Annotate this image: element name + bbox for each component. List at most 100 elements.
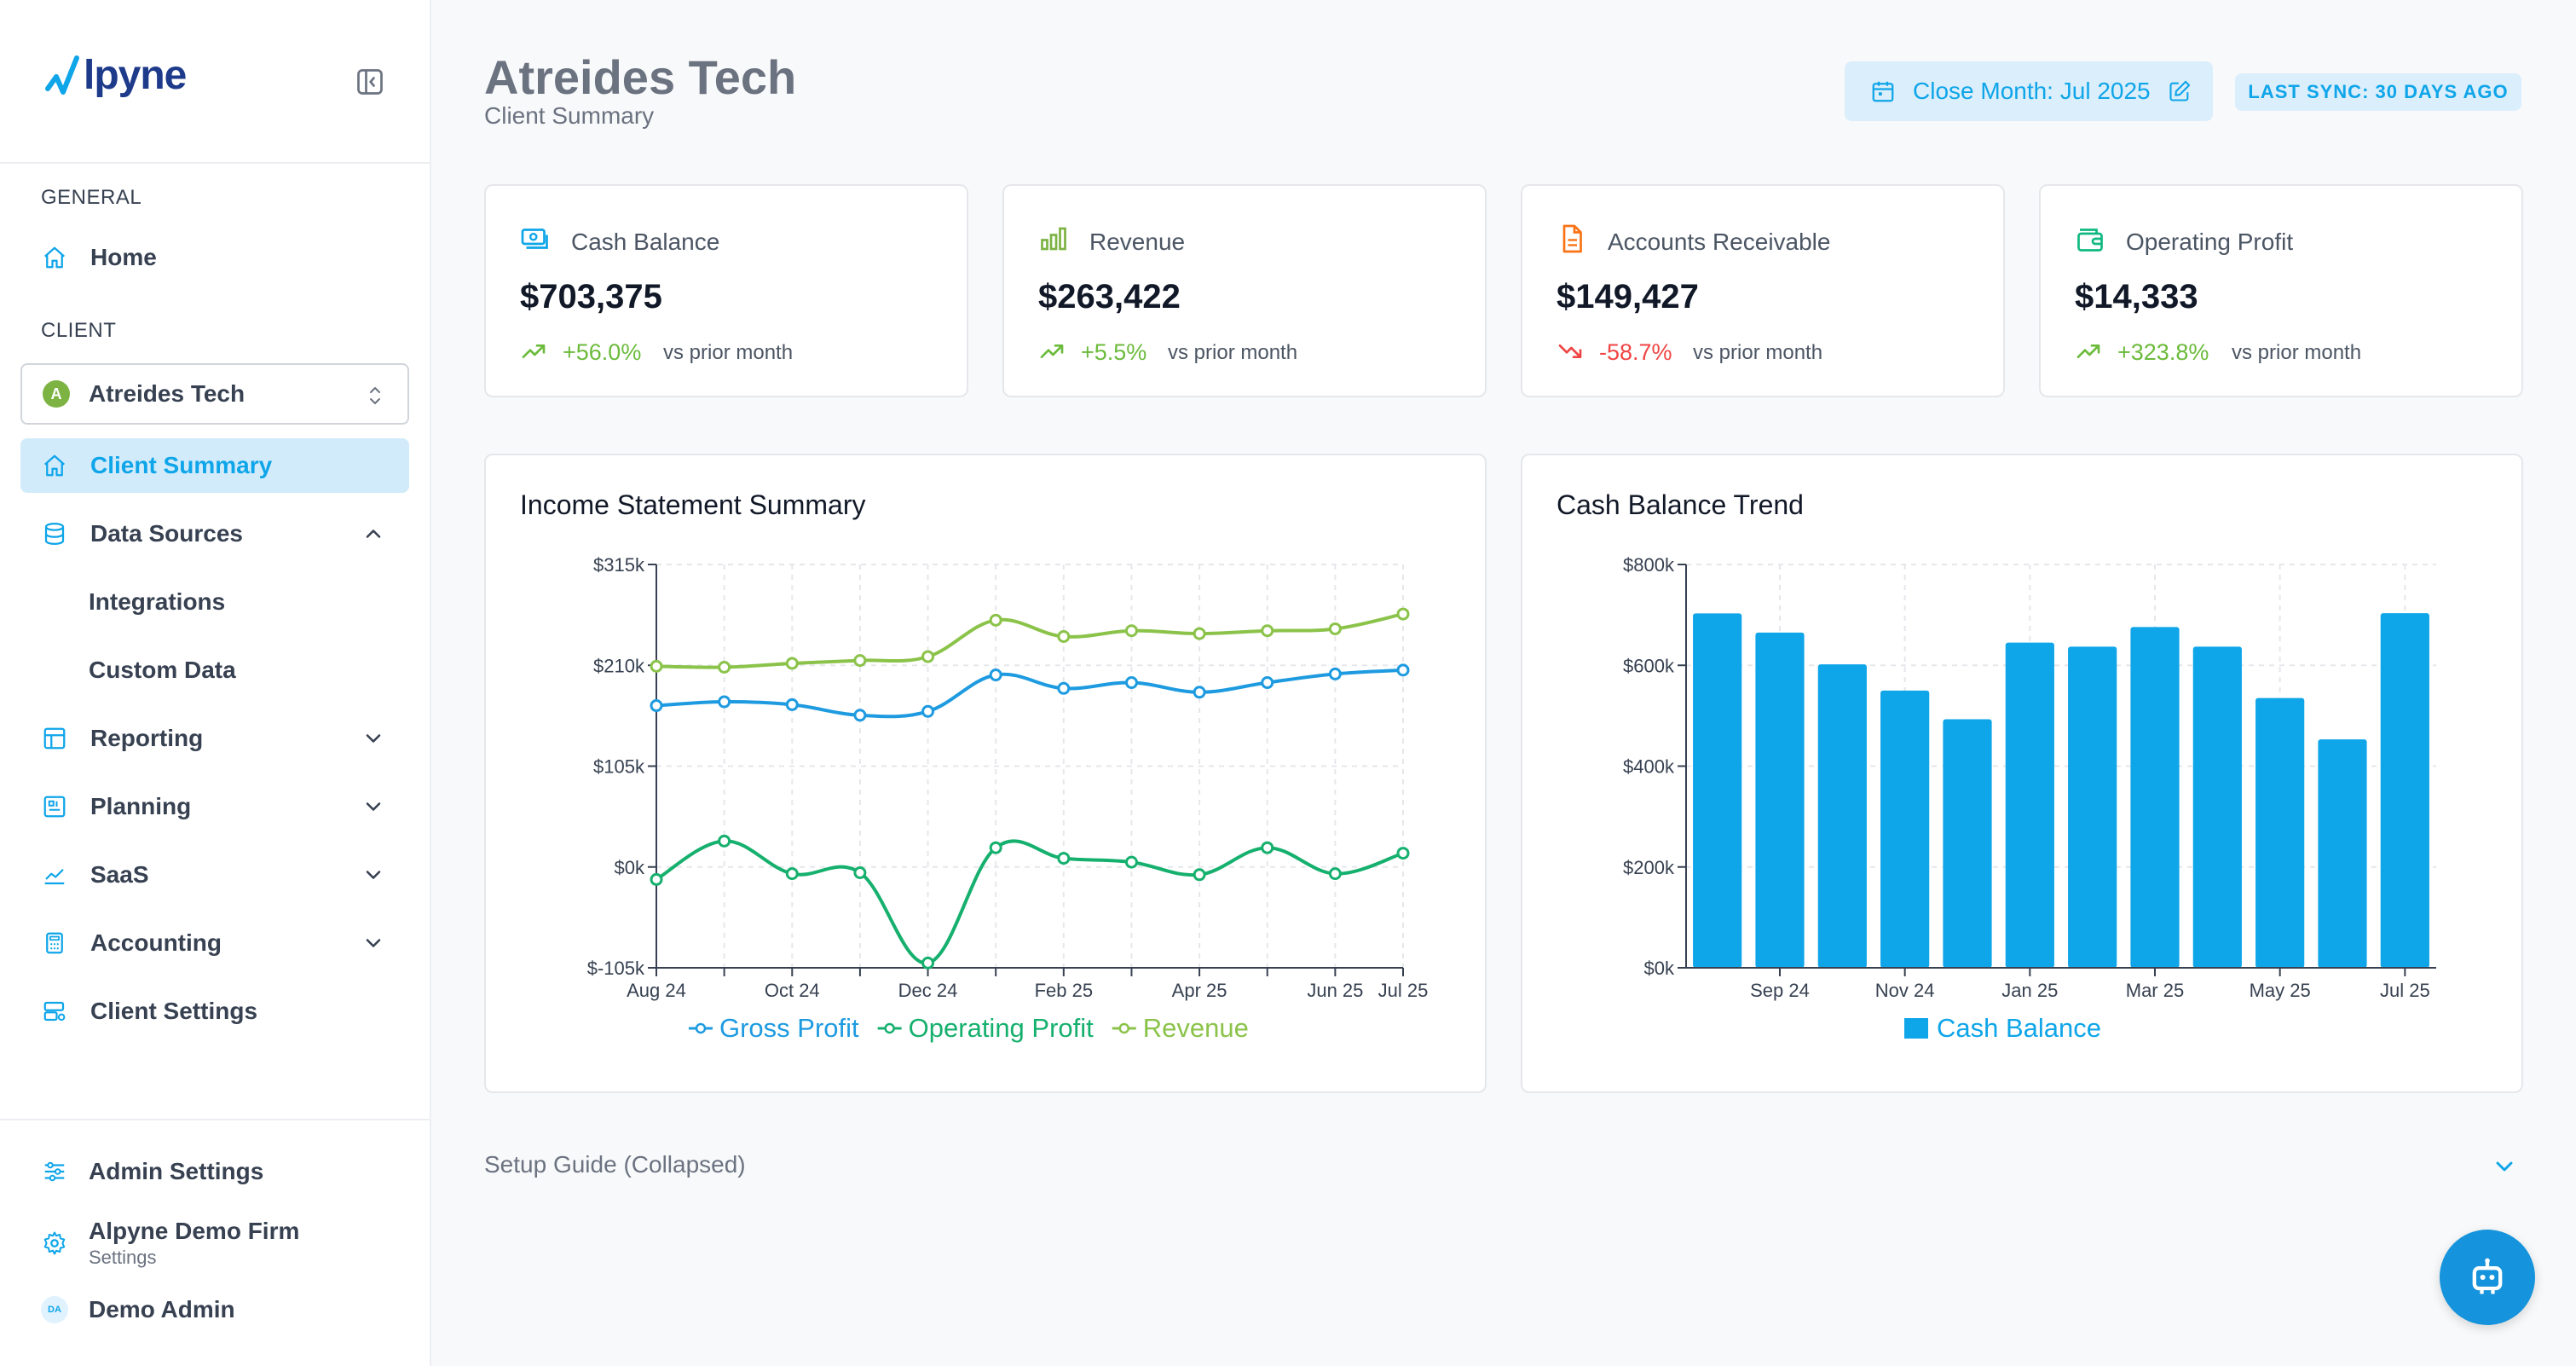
sidebar-item-accounting[interactable]: Accounting <box>20 916 409 970</box>
data-point-operating-profit <box>989 841 1002 854</box>
kpi-change: +56.0% <box>563 339 642 365</box>
sidebar-item-data-sources[interactable]: Data Sources <box>20 506 409 561</box>
sliders-icon <box>41 1158 68 1185</box>
collapse-sidebar-icon[interactable] <box>355 67 385 97</box>
y-tick-label: $400k <box>1623 756 1675 778</box>
chevron-down-icon[interactable] <box>2491 1153 2518 1180</box>
sidebar-item-planning[interactable]: Planning <box>20 779 409 834</box>
data-point-revenue <box>1396 607 1410 621</box>
data-point-revenue <box>989 613 1002 627</box>
bar-cash-balance <box>2380 613 2429 968</box>
sidebar-item-client-settings[interactable]: Client Settings <box>20 984 409 1039</box>
cash-balance-chart: $800k $600k $400k $200k $0k Sep 24 Nov 24 Jan 2… <box>1623 554 2436 1043</box>
database-icon <box>41 520 68 547</box>
kpi-card-cash-balance: Cash Balance $703,375 +56.0% vs prior mo… <box>484 184 968 397</box>
x-tick-label: Sep 24 <box>1750 980 1810 1001</box>
bar-cash-balance <box>1693 613 1742 968</box>
data-point-gross-profit <box>1328 667 1342 680</box>
client-select[interactable]: A Atreides Tech <box>20 363 409 425</box>
sidebar-item-firm-settings[interactable]: Alpyne Demo Firm Settings <box>41 1218 299 1269</box>
y-tick-label: $-105k <box>587 958 645 979</box>
kpi-label: Revenue <box>1089 229 1186 255</box>
home-icon <box>41 452 68 479</box>
bar-cash-balance <box>1817 664 1867 968</box>
chevron-up-down-icon <box>370 387 380 404</box>
logo[interactable]: lpyne <box>44 51 187 99</box>
sidebar-item-reporting[interactable]: Reporting <box>20 711 409 766</box>
client-settings-icon <box>41 998 68 1025</box>
home-icon <box>41 244 68 271</box>
trend-down-icon <box>1558 344 1582 358</box>
y-tick-label: $0k <box>1644 958 1675 979</box>
sidebar-item-admin-settings[interactable]: Admin Settings <box>41 1158 263 1185</box>
data-point-revenue <box>650 659 663 673</box>
client-avatar: A <box>43 380 70 408</box>
page-subtitle: Client Summary <box>484 102 655 129</box>
sidebar-item-label: Home <box>90 244 157 270</box>
data-point-gross-profit <box>1124 676 1138 690</box>
sidebar-item-saas[interactable]: SaaS <box>20 848 409 902</box>
bar-cash-balance <box>2005 642 2054 968</box>
x-tick-label: Nov 24 <box>1875 980 1935 1001</box>
data-point-revenue <box>921 650 935 663</box>
page-title: Atreides Tech <box>484 50 797 104</box>
chevron-down-icon <box>366 734 381 743</box>
chart-title: Cash Balance Trend <box>1557 489 1804 520</box>
bar-cash-balance <box>2318 739 2367 968</box>
data-point-gross-profit <box>1396 663 1410 677</box>
data-point-revenue <box>1328 622 1342 635</box>
bar-cash-balance <box>1755 632 1805 968</box>
bar-cash-balance <box>2255 697 2305 968</box>
user-name: Demo Admin <box>89 1296 235 1323</box>
data-point-revenue <box>785 657 799 670</box>
data-point-gross-profit <box>853 709 867 722</box>
chevron-down-icon <box>366 871 381 879</box>
data-point-operating-profit <box>1396 847 1410 860</box>
income-statement-panel: Income Statement Summary $315k $210k $105k… <box>484 454 1487 1093</box>
x-tick-label: Feb 25 <box>1035 980 1094 1001</box>
avatar: DA <box>41 1296 68 1323</box>
y-tick-label: $800k <box>1623 554 1675 576</box>
data-point-revenue <box>1261 624 1274 638</box>
sidebar-item-label: Accounting <box>90 929 222 956</box>
series-line-gross-profit <box>656 668 1404 719</box>
kpi-label: Cash Balance <box>571 229 720 255</box>
cash-balance-panel: Cash Balance Trend $800k $600k $400k $200k $… <box>1521 454 2523 1093</box>
assistant-bot-button[interactable] <box>2440 1230 2535 1325</box>
kpi-value: $14,333 <box>2075 278 2198 315</box>
kpi-label: Accounts Receivable <box>1608 229 1831 255</box>
chevron-up-icon <box>366 530 381 538</box>
x-tick-label: Aug 24 <box>627 980 686 1001</box>
wallet-icon <box>2077 229 2103 252</box>
close-month-button[interactable]: Close Month: Jul 2025 <box>1845 61 2213 121</box>
sidebar-item-label: Client Summary <box>90 452 273 478</box>
document-icon <box>1562 224 1582 253</box>
sidebar-item-label: Planning <box>90 793 192 819</box>
data-point-operating-profit <box>1193 868 1206 882</box>
sidebar-item-client-summary[interactable]: Client Summary <box>20 438 409 493</box>
y-tick-label: $105k <box>593 756 645 778</box>
trend-up-icon <box>522 344 546 358</box>
kpi-value: $149,427 <box>1557 278 1699 315</box>
firm-name: Alpyne Demo Firm <box>89 1218 300 1244</box>
sidebar-item-custom-data[interactable]: Custom Data <box>89 657 236 683</box>
calendar-icon <box>1872 81 1894 102</box>
kpi-vs-label: vs prior month <box>1693 341 1823 364</box>
logo-text: lpyne <box>84 52 187 98</box>
data-point-operating-profit <box>1124 855 1138 869</box>
sidebar-item-integrations[interactable]: Integrations <box>89 588 226 615</box>
table-icon <box>41 725 68 752</box>
close-month-label: Close Month: Jul 2025 <box>1913 78 2151 104</box>
trend-up-icon <box>2076 344 2100 358</box>
data-point-revenue <box>1057 629 1071 643</box>
data-point-revenue <box>1193 627 1206 640</box>
x-tick-label: Apr 25 <box>1172 980 1227 1001</box>
legend-swatch-cash-balance <box>1904 1018 1928 1039</box>
bar-cash-balance <box>2068 646 2117 968</box>
setup-guide-toggle[interactable]: Setup Guide (Collapsed) <box>484 1151 746 1178</box>
data-point-revenue <box>1124 624 1138 638</box>
sidebar-item-home[interactable]: Home <box>20 230 409 285</box>
sidebar-item-user[interactable]: DA Demo Admin <box>41 1296 235 1323</box>
bar-chart-icon <box>1041 227 1066 251</box>
